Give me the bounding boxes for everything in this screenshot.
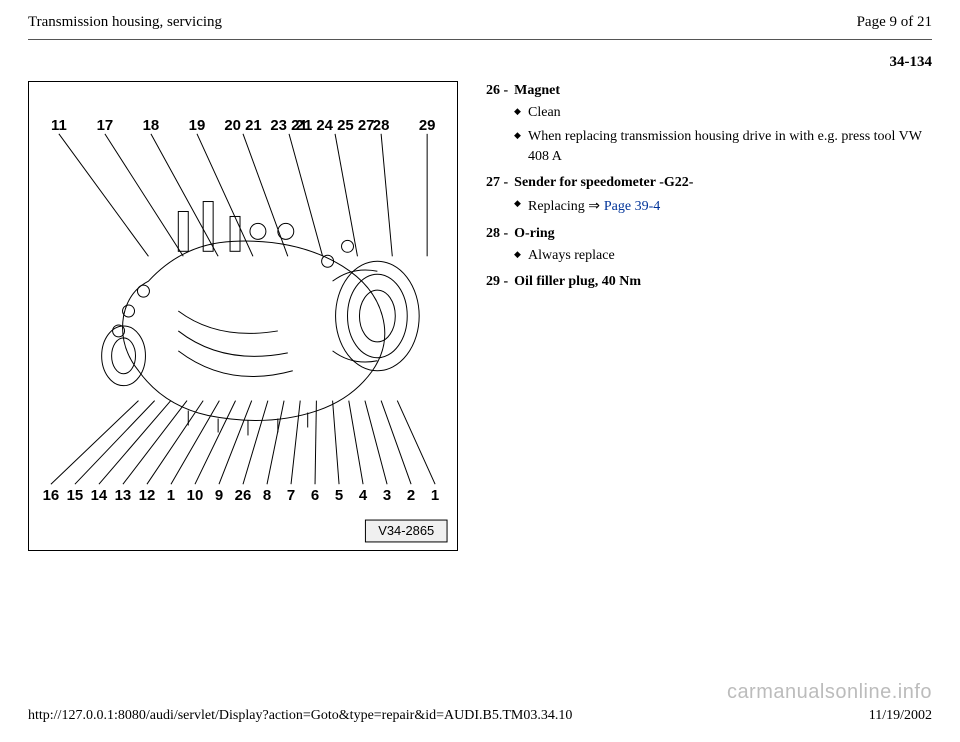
header-rule bbox=[28, 39, 932, 40]
part-item: 26 - Magnet Clean When replacing transmiss… bbox=[486, 81, 932, 167]
part-item: 29 - Oil filler plug, 40 Nm bbox=[486, 272, 932, 292]
part-sub-item: When replacing transmission housing driv… bbox=[514, 127, 932, 168]
page-indicator: Page 9 of 21 bbox=[857, 14, 932, 31]
part-number: 28 - bbox=[486, 224, 508, 244]
part-item: 28 - O-ring Always replace bbox=[486, 224, 932, 267]
parts-list: 26 - Magnet Clean When replacing transmiss… bbox=[486, 81, 932, 551]
callout-label: 19 bbox=[189, 117, 206, 134]
callout-label: 6 bbox=[311, 487, 319, 504]
part-sub-item: Clean bbox=[514, 103, 932, 123]
callout-label: 18 bbox=[143, 117, 160, 134]
part-item-heading: 29 - Oil filler plug, 40 Nm bbox=[486, 272, 932, 292]
callout-label: 7 bbox=[287, 487, 295, 504]
callout-label: 28 bbox=[373, 117, 390, 134]
callout-label: 3 bbox=[383, 487, 391, 504]
header-row: Transmission housing, servicing Page 9 o… bbox=[28, 14, 932, 37]
callout-label: 26 bbox=[235, 487, 252, 504]
part-sub-text: Always replace bbox=[528, 248, 615, 263]
callout-label: 29 bbox=[419, 117, 436, 134]
callout-label: 15 bbox=[67, 487, 84, 504]
part-sub-text: Clean bbox=[528, 105, 561, 120]
page-code: 34-134 bbox=[28, 54, 932, 71]
callout-label: 16 bbox=[43, 487, 60, 504]
page-ref-link[interactable]: Page 39-4 bbox=[604, 199, 660, 214]
part-item-heading: 28 - O-ring bbox=[486, 224, 932, 244]
callout-label: 8 bbox=[263, 487, 271, 504]
content-row: 1117181920 2123 2121 24 25 272829 bbox=[28, 81, 932, 551]
callout-label: 9 bbox=[215, 487, 223, 504]
callout-label: 13 bbox=[115, 487, 132, 504]
callout-label: 14 bbox=[91, 487, 108, 504]
callout-label: 4 bbox=[359, 487, 368, 504]
figure-caption: V34-2865 bbox=[378, 523, 434, 538]
header-title: Transmission housing, servicing bbox=[28, 14, 222, 31]
part-sub-list: Always replace bbox=[486, 246, 932, 266]
part-title: O-ring bbox=[514, 224, 554, 244]
callout-label: 17 bbox=[97, 117, 114, 134]
footer-date: 11/19/2002 bbox=[869, 708, 932, 724]
callout-label: 12 bbox=[139, 487, 156, 504]
part-sub-list: Replacing ⇒ Page 39-4 bbox=[486, 195, 932, 217]
part-title: Sender for speedometer -G22- bbox=[514, 173, 693, 193]
exploded-diagram: 1117181920 2123 2121 24 25 272829 bbox=[28, 81, 458, 551]
document-page: Transmission housing, servicing Page 9 o… bbox=[0, 0, 960, 742]
part-item: 27 - Sender for speedometer -G22-Replaci… bbox=[486, 173, 932, 218]
callout-label: 20 21 bbox=[224, 117, 261, 134]
part-number: 27 - bbox=[486, 173, 508, 193]
part-sub-item: Replacing ⇒ Page 39-4 bbox=[514, 195, 932, 217]
callout-label: 21 24 25 27 bbox=[296, 117, 375, 134]
part-title: Magnet bbox=[514, 81, 560, 101]
part-sub-text: Replacing bbox=[528, 199, 588, 214]
callout-label: 10 bbox=[187, 487, 204, 504]
part-sub-text: When replacing transmission housing driv… bbox=[528, 129, 922, 164]
footer-url: http://127.0.0.1:8080/audi/servlet/Displ… bbox=[28, 708, 572, 724]
watermark: carmanualsonline.info bbox=[727, 681, 932, 704]
part-number: 29 - bbox=[486, 272, 508, 292]
part-sub-item: Always replace bbox=[514, 246, 932, 266]
part-item-heading: 26 - Magnet bbox=[486, 81, 932, 101]
part-title: Oil filler plug, 40 Nm bbox=[514, 272, 641, 292]
arrow-icon: ⇒ bbox=[588, 197, 604, 213]
part-item-heading: 27 - Sender for speedometer -G22- bbox=[486, 173, 932, 193]
callout-label: 1 bbox=[167, 487, 175, 504]
part-number: 26 - bbox=[486, 81, 508, 101]
part-sub-list: Clean When replacing transmission housing… bbox=[486, 103, 932, 167]
callout-label: 2 bbox=[407, 487, 415, 504]
callout-label: 11 bbox=[51, 117, 67, 134]
callout-label: 5 bbox=[335, 487, 343, 504]
callout-label: 1 bbox=[431, 487, 439, 504]
